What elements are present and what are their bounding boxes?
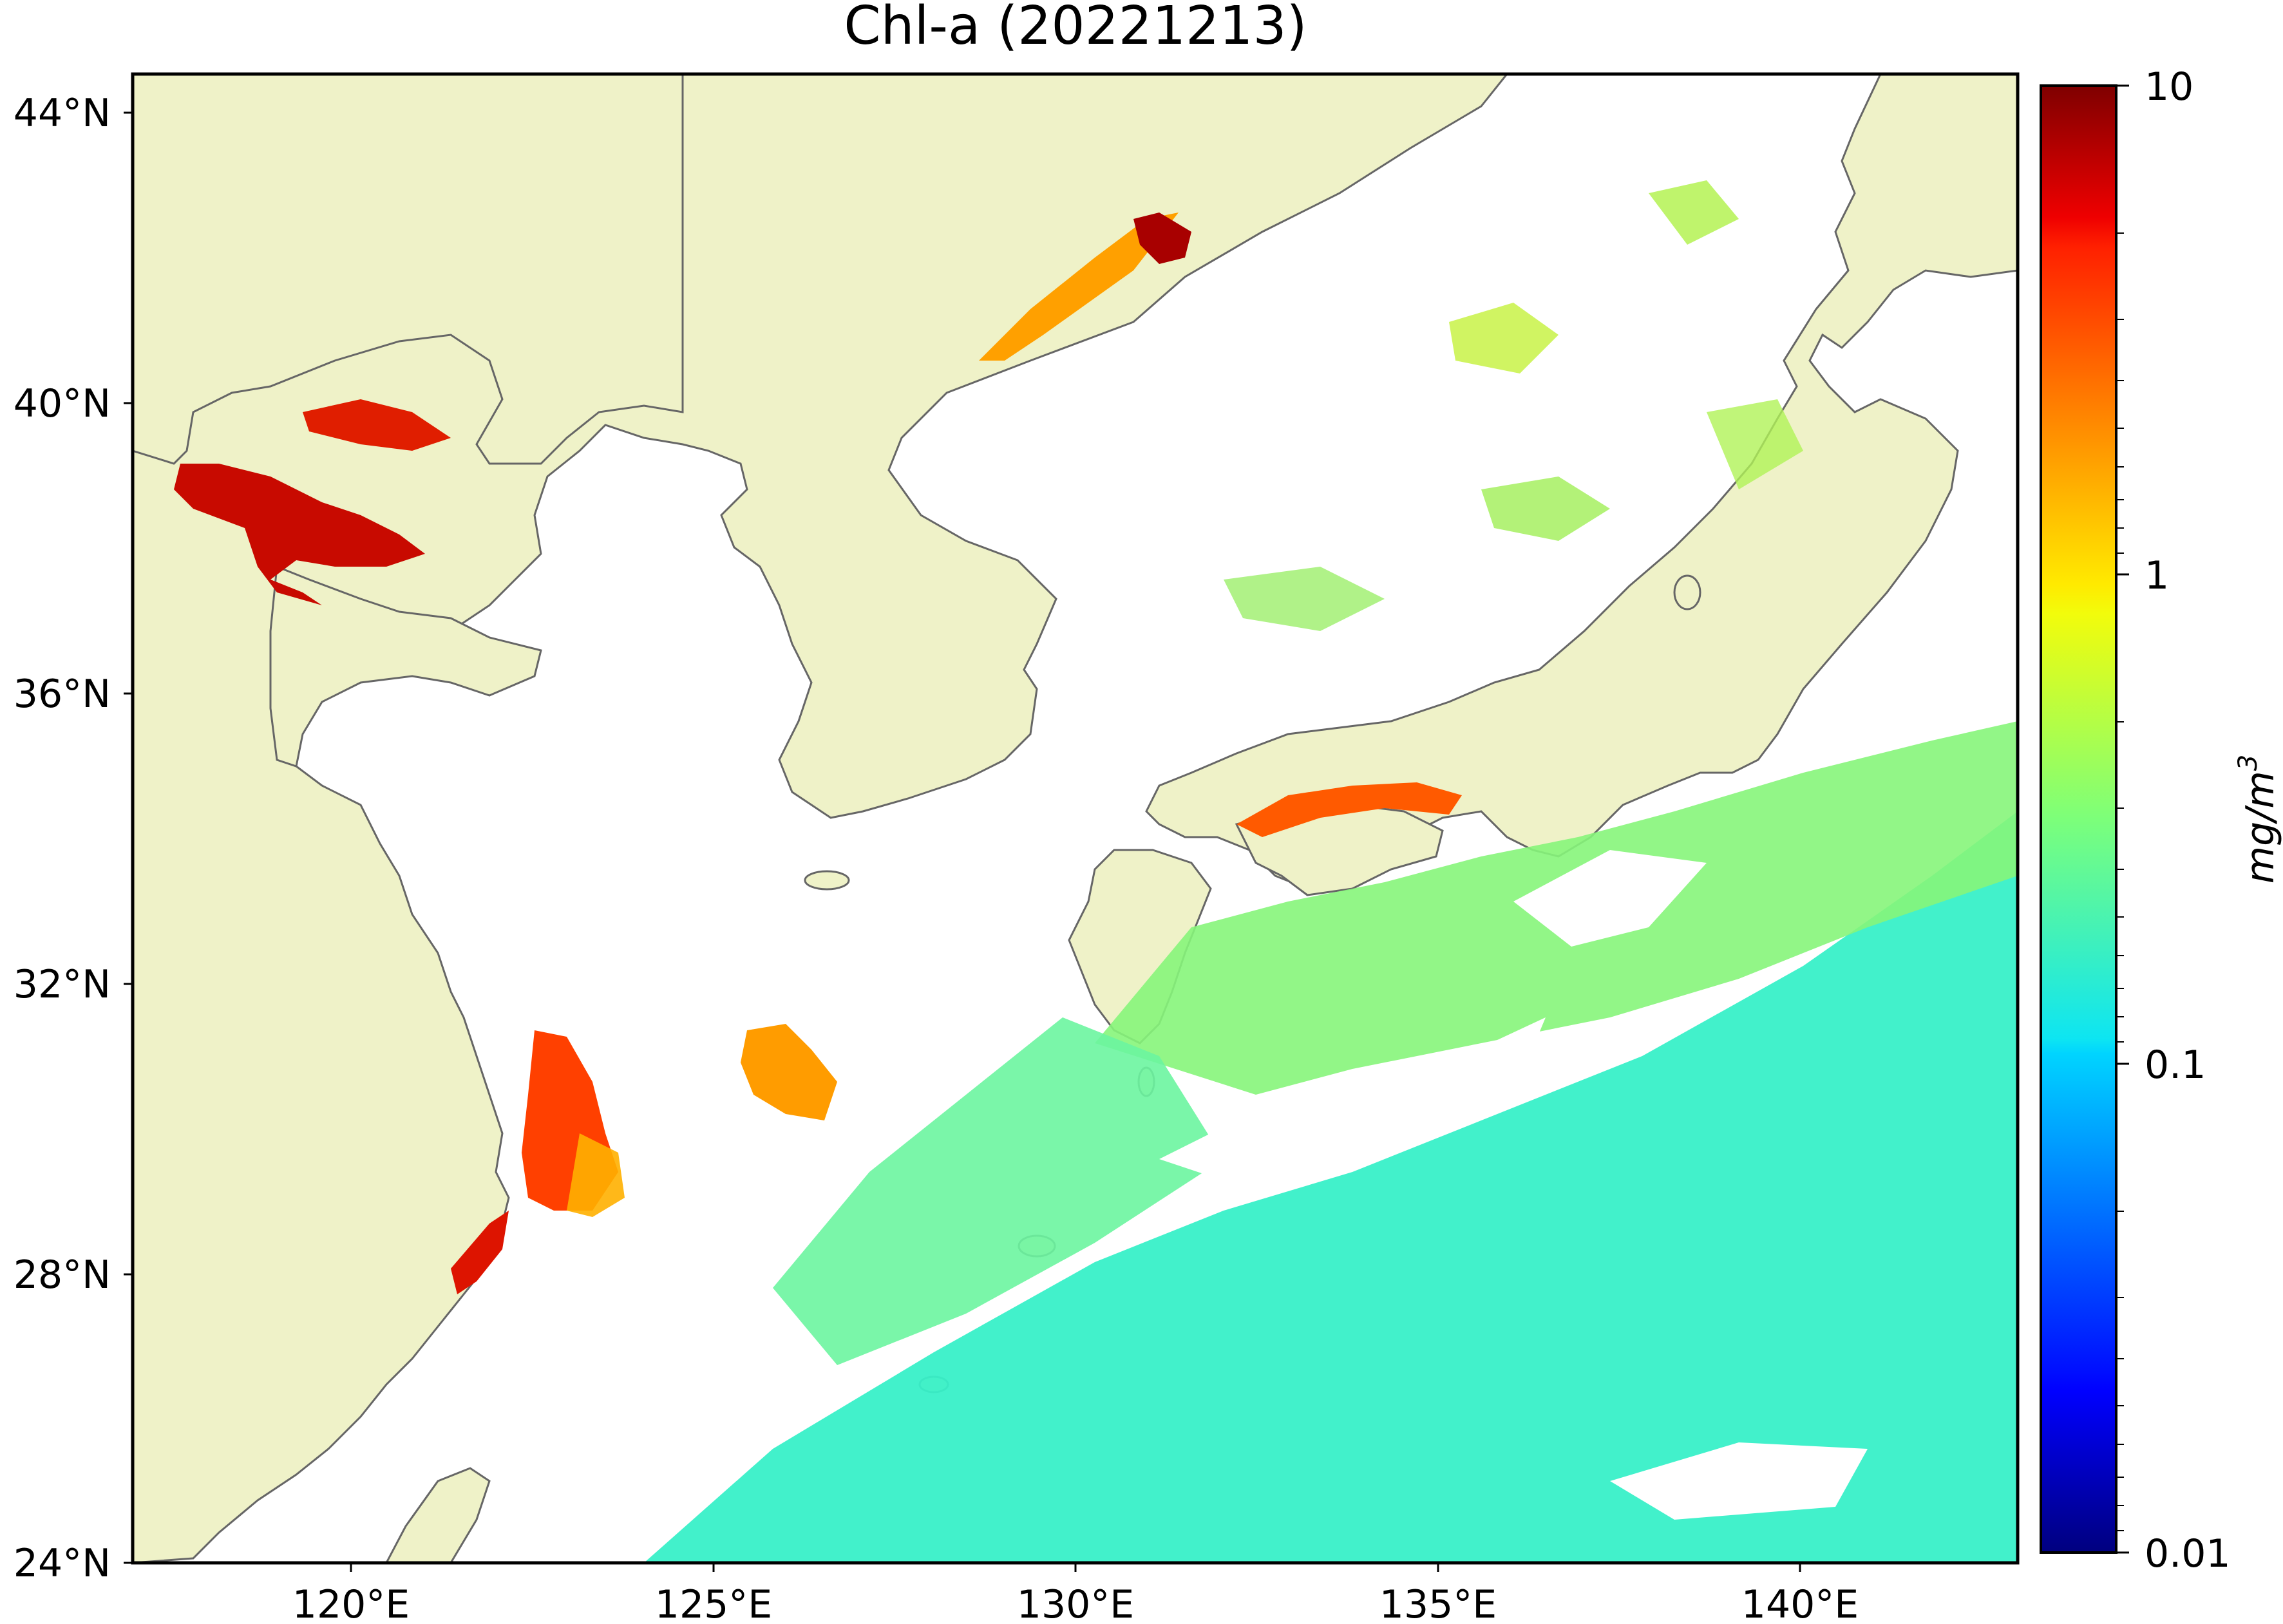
colorbar-tick-0.1: 0.1: [2145, 1043, 2206, 1088]
chl-bohai-north: [303, 399, 451, 451]
lat-tick-40: 40°N: [14, 381, 111, 426]
chl-sea-of-japan-5: [1707, 399, 1803, 489]
chl-bohai-sea: [174, 464, 425, 605]
lat-tick-28: 28°N: [14, 1252, 111, 1298]
lon-tick-120: 120°E: [292, 1582, 410, 1624]
map-panel: [133, 74, 2018, 1563]
land-jeju: [804, 870, 850, 891]
land-sado: [1673, 574, 1701, 610]
lat-tick-44: 44°N: [14, 91, 111, 136]
chl-sea-of-japan-1: [1449, 303, 1558, 373]
colorbar-label-superscript: 3: [2233, 755, 2263, 771]
land-taiwan: [385, 1467, 491, 1563]
colorbar-tick-1: 1: [2145, 553, 2169, 598]
lat-axis: 44°N 40°N 36°N 32°N 28°N 24°N: [14, 91, 133, 1586]
chl-seto-inland-sea: [1236, 782, 1462, 837]
lon-tick-140: 140°E: [1741, 1582, 1859, 1624]
colorbar: 10 1 0.1 0.01 mg/m3: [2040, 64, 2283, 1576]
colorbar-label-base: mg/m: [2238, 771, 2283, 883]
lat-tick-24: 24°N: [14, 1541, 111, 1586]
cloud-gap-1: [1159, 1017, 1546, 1191]
chl-yangtze-plume-outer: [567, 1133, 625, 1217]
lon-axis: 120°E 125°E 130°E 135°E 140°E: [292, 1563, 1859, 1624]
chl-sea-of-japan-2: [1481, 477, 1610, 541]
land-shandong: [269, 565, 542, 768]
chl-sea-of-japan-3: [1649, 180, 1739, 245]
chl-yalu-hotspot: [1133, 212, 1191, 264]
lon-tick-135: 135°E: [1379, 1582, 1497, 1624]
colorbar-frame: [2040, 84, 2117, 1554]
cloud-gap-3: [1610, 1442, 1868, 1520]
lon-tick-125: 125°E: [655, 1582, 772, 1624]
colorbar-label: mg/m3: [2233, 755, 2283, 884]
chl-pacific-cyan: [644, 811, 2018, 1563]
colorbar-tick-10: 10: [2145, 64, 2193, 109]
chl-zhejiang-coast: [451, 1211, 509, 1294]
chl-yalu-coast: [979, 212, 1179, 361]
cloud-gap-2: [1513, 850, 1707, 947]
lon-tick-130: 130°E: [1017, 1582, 1134, 1624]
chl-offshore-patch: [741, 1024, 837, 1120]
chart-title: Chl-a (20221213): [844, 0, 1307, 57]
colorbar-tick-0.01: 0.01: [2145, 1531, 2231, 1576]
chl-east-china-sea: [773, 1017, 1224, 1365]
chl-sea-of-japan-4: [1224, 567, 1385, 631]
colorbar-gradient: [2041, 86, 2116, 1553]
land-liaodong: [133, 74, 684, 465]
lat-tick-36: 36°N: [14, 672, 111, 717]
lat-tick-32: 32°N: [14, 962, 111, 1007]
